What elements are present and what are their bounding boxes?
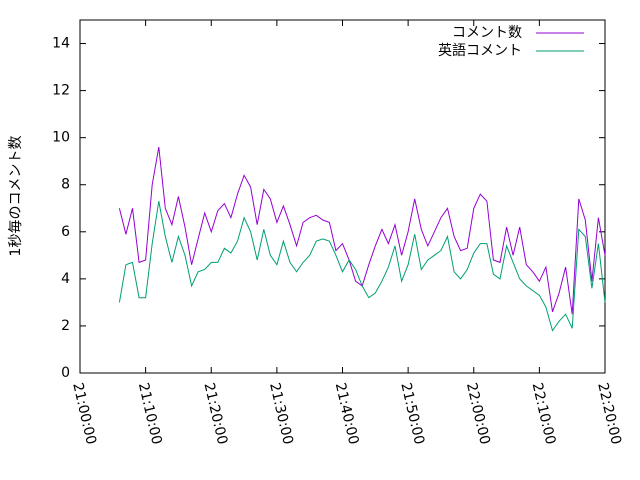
plot-frame <box>79 19 606 374</box>
y-tick-label: 6 <box>61 224 70 240</box>
x-tick-label: 21:30:00 <box>266 381 296 446</box>
series-line <box>118 201 606 332</box>
y-tick-label: 10 <box>52 130 70 146</box>
x-tick-label: 22:20:00 <box>594 381 624 446</box>
x-tick-label: 21:10:00 <box>135 381 165 446</box>
y-axis-label: 1秒毎のコメント数 <box>8 136 24 257</box>
legend-label: コメント数 <box>452 25 522 41</box>
x-tick-label: 21:20:00 <box>200 381 230 446</box>
y-tick-label: 8 <box>61 177 70 193</box>
legend-label: 英語コメント <box>438 42 522 59</box>
y-tick-label: 14 <box>52 36 70 52</box>
y-tick-label: 2 <box>61 318 70 334</box>
x-tick-label: 22:10:00 <box>529 381 559 446</box>
y-tick-label: 4 <box>61 271 70 287</box>
series-line <box>118 147 606 315</box>
y-tick-label: 0 <box>61 365 70 381</box>
y-tick-label: 12 <box>52 83 70 99</box>
x-tick-label: 21:50:00 <box>397 381 427 446</box>
x-tick-label: 21:00:00 <box>69 381 99 446</box>
x-tick-label: 22:00:00 <box>463 381 493 446</box>
x-tick-label: 21:40:00 <box>332 381 362 446</box>
